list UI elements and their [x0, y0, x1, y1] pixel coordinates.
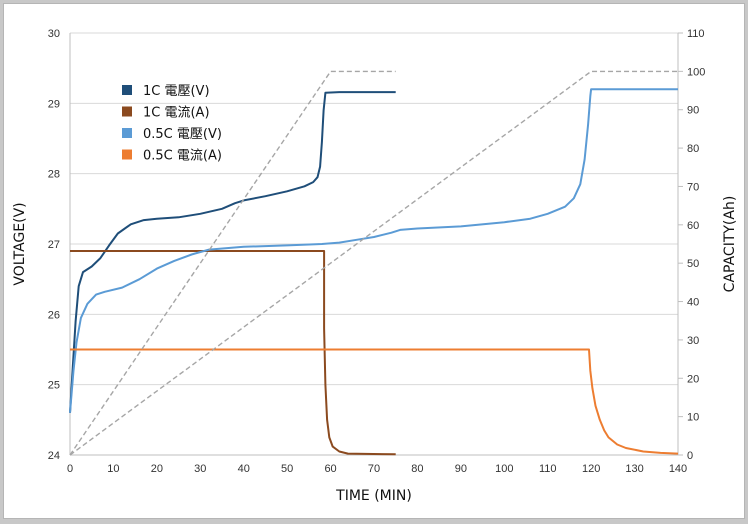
y-tick-label: 30: [48, 28, 60, 40]
y2-tick-label: 90: [687, 105, 699, 117]
legend-swatch: [122, 85, 132, 95]
y-tick-label: 25: [48, 380, 60, 392]
y-tick-label: 29: [48, 98, 60, 110]
x-tick-label: 20: [151, 463, 163, 475]
y-tick-label: 24: [48, 450, 60, 462]
y2-tick-label: 40: [687, 297, 699, 309]
y-tick-label: 26: [48, 309, 60, 321]
y2-tick-label: 80: [687, 143, 699, 155]
y2-tick-label: 20: [687, 373, 699, 385]
y-tick-label: 27: [48, 239, 60, 251]
axis-layer: 0 10 20 30 40 50 60 70 80 90 100 110 120 130 140242526…: [48, 28, 706, 475]
capacity-series-line: [69, 70, 678, 456]
y2-tick-label: 60: [687, 220, 699, 232]
x-tick-label: 110: [539, 463, 557, 475]
legend-label: 0.5C 電流(A): [143, 149, 222, 164]
y2-tick-label: 30: [687, 335, 699, 347]
x-tick-label: 80: [411, 463, 423, 475]
legend-label: 1C 電壓(V): [143, 84, 210, 99]
legend: 1C 電壓(V) 1C 電流(A) 0.5C 電壓(V) 0.5C 電流(A): [122, 84, 222, 164]
x-tick-label: 0: [67, 463, 73, 475]
legend-swatch: [122, 106, 132, 117]
legend-label: 0.5C 電壓(V): [143, 127, 222, 142]
y2-tick-label: 0: [687, 450, 693, 462]
y2-axis-title: CAPACITY(Ah): [722, 196, 738, 293]
series-layer: [69, 70, 679, 456]
legend-swatch: [122, 128, 132, 138]
x-tick-label: 60: [324, 463, 336, 475]
x-tick-label: 50: [281, 463, 293, 475]
y2-tick-label: 10: [687, 412, 699, 424]
y-axis-title: VOLTAGE(V): [12, 202, 28, 285]
capacity-series-line: [69, 70, 396, 456]
x-tick-label: 140: [669, 463, 687, 475]
x-tick-label: 30: [194, 463, 206, 475]
x-tick-label: 100: [495, 463, 513, 475]
x-tick-label: 120: [582, 463, 600, 475]
legend-swatch: [122, 149, 132, 160]
x-axis-title: TIME (MIN): [335, 488, 412, 504]
y-tick-label: 28: [48, 169, 60, 181]
x-tick-label: 40: [238, 463, 250, 475]
series-line: [70, 348, 679, 455]
y2-tick-label: 110: [687, 28, 705, 40]
y2-tick-label: 100: [687, 66, 705, 78]
y2-tick-label: 50: [687, 258, 699, 270]
x-tick-label: 130: [625, 463, 643, 475]
series-line: [69, 88, 678, 413]
x-tick-label: 70: [368, 463, 380, 475]
legend-label: 1C 電流(A): [143, 106, 210, 121]
x-tick-label: 10: [107, 463, 119, 475]
series-line: [69, 91, 396, 413]
y2-tick-label: 70: [687, 181, 699, 193]
x-tick-label: 90: [455, 463, 467, 475]
series-line: [70, 250, 396, 456]
